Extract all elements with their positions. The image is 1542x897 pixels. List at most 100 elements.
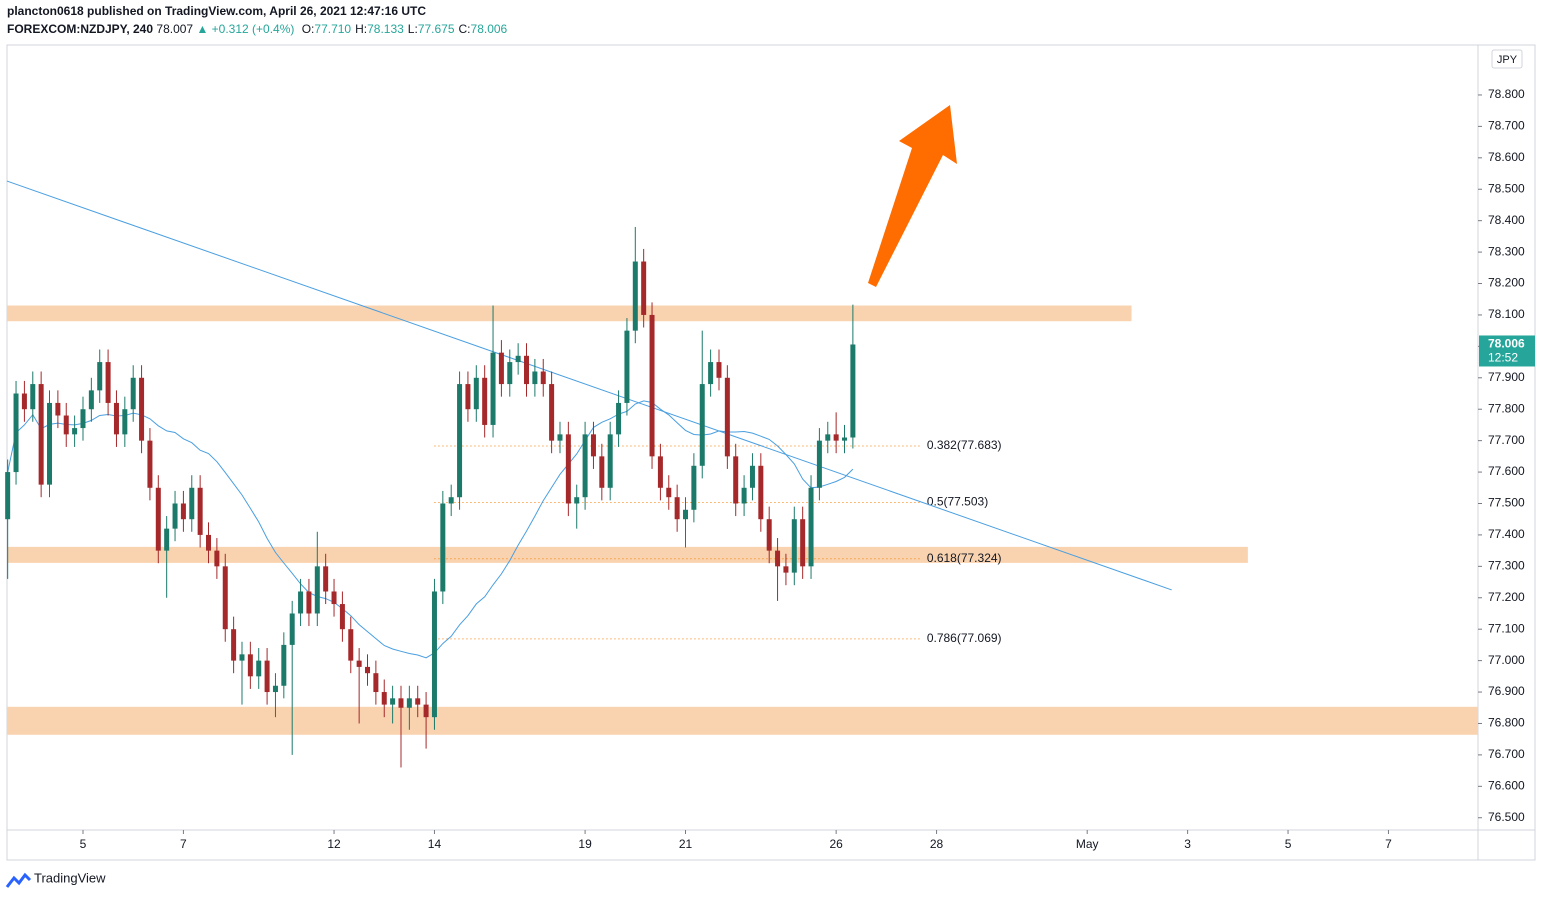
candle-body <box>30 384 36 410</box>
candle-body <box>457 384 463 498</box>
candle-body <box>38 384 44 485</box>
candle-body <box>272 685 278 693</box>
candle-body <box>5 472 11 520</box>
candle-body <box>741 487 747 504</box>
candle-body <box>206 534 212 551</box>
candle-body <box>356 660 362 667</box>
moving-average <box>7 400 854 659</box>
candle-body <box>775 550 781 567</box>
arrow <box>868 105 957 287</box>
frame <box>6 44 1536 861</box>
x-tick-label: 12 <box>327 837 341 851</box>
candle-body <box>80 409 86 429</box>
ohlc-value: 77.675 <box>418 22 455 36</box>
candle-body <box>172 503 178 529</box>
candle-body <box>749 465 755 488</box>
candle-body <box>264 660 270 693</box>
candle-body <box>339 604 345 630</box>
countdown: 12:52 <box>1488 351 1518 365</box>
x-tick-label: 19 <box>578 837 592 851</box>
candle-body <box>13 393 19 473</box>
candle-body <box>189 487 195 520</box>
x-tick-label: 5 <box>80 837 87 851</box>
candle-body <box>808 487 814 567</box>
candle-body <box>214 550 220 567</box>
fib-label: 0.786(77.069) <box>927 631 1002 645</box>
y-tick-label: 76.500 <box>1488 810 1525 824</box>
ohlc-label: C: <box>459 22 471 36</box>
candle-body <box>47 402 53 485</box>
candle-body <box>448 497 454 504</box>
y-tick-label: 78.600 <box>1488 150 1525 164</box>
candle-body <box>507 362 513 385</box>
fib-label: 0.5(77.503) <box>927 495 988 509</box>
price-label-box <box>1479 335 1535 367</box>
candle-body <box>498 352 504 385</box>
ohlc-value: 78.133 <box>367 22 404 36</box>
ohlc-label: H: <box>355 22 367 36</box>
fib-label: 0.382(77.683) <box>927 438 1002 452</box>
y-tick-label: 78.700 <box>1488 119 1525 133</box>
y-tick-label: 78.300 <box>1488 244 1525 258</box>
ohlc-label: L: <box>408 22 418 36</box>
x-tick-label: May <box>1076 837 1099 851</box>
symbol: FOREXCOM:NZDJPY, 240 <box>7 22 153 36</box>
candle-body <box>147 440 153 488</box>
candle-body <box>683 509 689 520</box>
logo-text: TradingView <box>34 870 106 885</box>
candle-body <box>582 434 588 498</box>
candle-body <box>691 465 697 510</box>
y-tick-label: 76.900 <box>1488 684 1525 698</box>
publisher-text: plancton0618 published on TradingView.co… <box>7 4 426 18</box>
candle-body <box>632 261 638 331</box>
candle-body <box>724 377 730 457</box>
y-tick-label: 77.300 <box>1488 559 1525 573</box>
y-tick-label: 77.900 <box>1488 370 1525 384</box>
trendline <box>6 180 1172 591</box>
candle-body <box>180 503 186 520</box>
candle-body <box>415 698 421 705</box>
candle-body <box>674 497 680 520</box>
candle-body <box>733 456 739 504</box>
logo: TradingView <box>5 870 106 888</box>
candle-body <box>524 355 530 385</box>
candle-body <box>398 698 404 708</box>
candle-body <box>256 660 262 677</box>
candle-body <box>624 330 630 403</box>
zone <box>7 305 1132 322</box>
candle-body <box>21 393 27 410</box>
y-tick-label: 76.800 <box>1488 716 1525 730</box>
x-tick-label: 26 <box>829 837 843 851</box>
candle-body <box>289 613 295 645</box>
x-tick-label: 28 <box>930 837 944 851</box>
candle-body <box>348 629 354 661</box>
candle-body <box>515 355 521 363</box>
y-tick-label: 76.600 <box>1488 778 1525 792</box>
x-tick-label: 7 <box>180 837 187 851</box>
candle-body <box>473 377 479 410</box>
candle-body <box>440 503 446 592</box>
y-tick-label: 78.200 <box>1488 276 1525 290</box>
candle-body <box>490 352 496 425</box>
y-tick-label: 76.700 <box>1488 747 1525 761</box>
candle-body <box>155 487 161 551</box>
candle-body <box>540 371 546 385</box>
candle-body <box>699 384 705 466</box>
candle-body <box>122 409 128 435</box>
candle-body <box>708 362 714 385</box>
y-tick-label: 78.500 <box>1488 181 1525 195</box>
candle-body <box>390 698 396 705</box>
candle-body <box>298 591 304 614</box>
ohlc-label: O: <box>302 22 315 36</box>
y-tick-label: 77.100 <box>1488 621 1525 635</box>
candle-body <box>532 371 538 385</box>
y-tick-label: 77.200 <box>1488 590 1525 604</box>
candle-body <box>607 434 613 488</box>
candle-body <box>406 698 412 708</box>
x-tick-label: 14 <box>428 837 442 851</box>
candle-body <box>113 402 119 435</box>
ohlc-value: 77.710 <box>314 22 351 36</box>
candle-body <box>800 519 806 567</box>
x-tick-label: 21 <box>679 837 693 851</box>
y-tick-label: 77.000 <box>1488 653 1525 667</box>
